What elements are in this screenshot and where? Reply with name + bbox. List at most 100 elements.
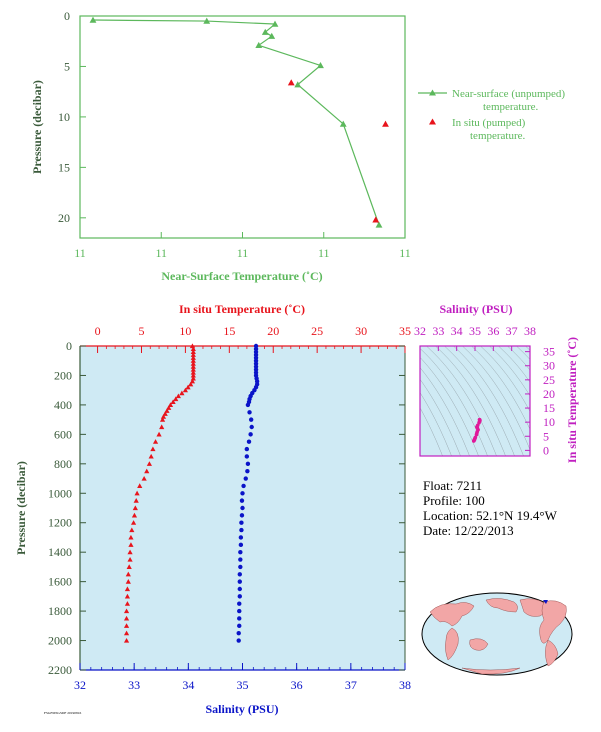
salinity-profile-point xyxy=(239,513,245,518)
temperature-profile-point xyxy=(146,461,152,466)
temperature-profile-point xyxy=(179,390,185,396)
temperature-profile-point xyxy=(124,601,131,606)
profile-salinity-axis: 32 33 34 35 36 37 38 xyxy=(74,663,411,692)
near-surface-temperature-point xyxy=(317,62,324,69)
temperature-profile-point xyxy=(156,431,162,437)
salinity-profile-point xyxy=(237,601,242,606)
temperature-profile-point xyxy=(132,505,138,511)
near-surface-temperature-point xyxy=(294,81,302,88)
density-contour-line xyxy=(420,392,452,456)
near-surface-temperature-point xyxy=(255,41,263,48)
profile-temperature-axis-title: In situ Temperature (˚C) xyxy=(179,302,305,316)
salinity-profile-point xyxy=(238,542,244,548)
temperature-profile-point xyxy=(126,564,132,569)
legend-label-in-situ-1: In situ (pumped) xyxy=(452,117,526,129)
temperature-profile-point xyxy=(129,527,135,533)
salinity-profile-point xyxy=(239,498,245,503)
salinity-profile-point xyxy=(238,549,243,555)
temperature-profile-point xyxy=(127,556,133,562)
salinity-profile-point xyxy=(247,410,252,415)
near-surface-x-axis: 11 11 11 11 11 xyxy=(74,232,411,260)
ts-series-layer xyxy=(471,417,482,443)
temperature-profile-point xyxy=(190,349,196,354)
temperature-profile-point xyxy=(190,358,196,363)
salinity-profile-series xyxy=(236,343,260,643)
location-text: Location: 52.1°N 19.4°W xyxy=(423,508,557,523)
salinity-profile-point xyxy=(240,505,245,511)
temperature-profile-point xyxy=(125,579,131,584)
temperature-profile-point xyxy=(190,372,196,378)
legend-label-near-surface-2: temperature. xyxy=(483,101,539,113)
salinity-profile-point xyxy=(237,579,242,584)
temperature-profile-point xyxy=(127,549,133,555)
density-contour-line xyxy=(420,348,488,456)
temperature-profile-point xyxy=(189,343,196,349)
temperature-profile-point xyxy=(162,411,168,416)
temperature-profile-point xyxy=(148,453,154,459)
temperature-profile-point xyxy=(131,512,138,518)
temperature-profile-point xyxy=(141,475,147,481)
salinity-profile-point xyxy=(244,446,250,452)
pressure-tick-label: 600 xyxy=(54,427,72,441)
profile-pressure-axis-title: Pressure (decibar) xyxy=(14,461,28,555)
ts-salinity-tick-label: 38 xyxy=(524,324,536,338)
temperature-tick-label: 0 xyxy=(95,324,101,338)
salinity-tick-label: 32 xyxy=(74,678,86,692)
temperature-tick-label: 20 xyxy=(267,324,279,338)
temperature-profile-point xyxy=(190,361,196,366)
near-surface-legend: Near-surface (unpumped) temperature. In … xyxy=(418,88,565,142)
near-surface-x-tick-label: 11 xyxy=(399,246,411,260)
temperature-profile-point xyxy=(189,378,196,384)
near-surface-temperature-point xyxy=(271,20,279,27)
temperature-profile-point xyxy=(125,571,131,577)
temperature-profile-point xyxy=(175,393,181,399)
salinity-profile-point xyxy=(249,424,254,430)
temperature-tick-label: 35 xyxy=(399,324,411,338)
near-surface-temperature-line xyxy=(92,19,380,226)
near-surface-x-tick-label: 11 xyxy=(155,246,167,260)
ts-point xyxy=(477,417,482,422)
map-continents xyxy=(429,598,567,675)
in-situ-temperature-point xyxy=(372,216,380,223)
salinity-profile-point xyxy=(244,454,250,459)
temperature-profile-point xyxy=(123,608,130,614)
pressure-tick-label: 1000 xyxy=(48,486,72,500)
ts-temperature-tick-label: 30 xyxy=(543,359,555,373)
ts-temperature-tick-label: 5 xyxy=(543,429,549,443)
density-contour-line xyxy=(420,367,470,456)
temperature-profile-point xyxy=(190,352,196,357)
temperature-profile-series xyxy=(123,343,196,643)
near-surface-x-tick-label: 11 xyxy=(74,246,86,260)
temperature-profile-point xyxy=(133,498,139,503)
near-surface-series-layer xyxy=(89,16,389,228)
salinity-tick-label: 38 xyxy=(399,678,411,692)
near-surface-x-axis-title: Near-Surface Temperature (˚C) xyxy=(161,269,322,283)
pressure-tick-label: 200 xyxy=(54,368,72,382)
date-text: Date: 12/22/2013 xyxy=(423,523,514,538)
temperature-profile-point xyxy=(150,446,156,452)
salinity-profile-point xyxy=(245,402,251,408)
salinity-profile-point xyxy=(238,564,243,570)
ts-temperature-tick-label: 10 xyxy=(543,415,555,429)
salinity-profile-point xyxy=(238,535,244,540)
temperature-profile-point xyxy=(144,468,150,474)
temperature-profile-point xyxy=(190,355,196,360)
temperature-profile-point xyxy=(170,399,176,405)
legend-triangle-in-situ xyxy=(429,118,436,125)
in-situ-temperature-point xyxy=(287,79,295,86)
temperature-profile-point xyxy=(173,396,179,402)
legend-triangle-near-surface xyxy=(429,89,436,96)
temperature-profile-point xyxy=(124,593,131,599)
ts-salinity-tick-label: 33 xyxy=(432,324,444,338)
temperature-profile-point xyxy=(134,490,140,496)
temperature-profile-point xyxy=(190,369,196,375)
legend-label-near-surface-1: Near-surface (unpumped) xyxy=(452,88,565,100)
near-surface-y-axis-title: Pressure (decibar) xyxy=(30,80,44,174)
salinity-profile-point xyxy=(239,527,244,533)
pressure-tick-label: 0 xyxy=(66,339,72,353)
salinity-tick-label: 37 xyxy=(345,678,357,692)
profile-pressure-axis: 0 200 400 600 800 1000 1200 1400 1600 1800 2000 220… xyxy=(48,339,405,677)
profile-temperature-axis: 0 5 10 15 20 25 30 35 xyxy=(95,324,411,353)
temperature-profile-point xyxy=(188,381,194,387)
